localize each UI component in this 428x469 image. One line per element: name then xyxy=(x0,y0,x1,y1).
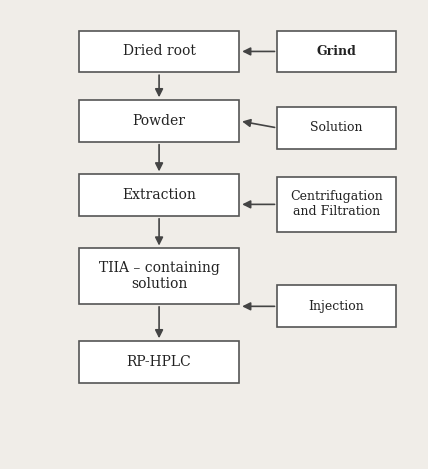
Text: Dried root: Dried root xyxy=(123,45,196,59)
Text: TIIA – containing
solution: TIIA – containing solution xyxy=(98,261,220,291)
FancyBboxPatch shape xyxy=(79,100,239,142)
FancyBboxPatch shape xyxy=(277,107,395,149)
FancyBboxPatch shape xyxy=(79,249,239,304)
Text: Powder: Powder xyxy=(133,114,186,128)
FancyBboxPatch shape xyxy=(277,176,395,232)
FancyBboxPatch shape xyxy=(277,286,395,327)
Text: Solution: Solution xyxy=(310,121,363,135)
FancyBboxPatch shape xyxy=(79,30,239,72)
FancyBboxPatch shape xyxy=(79,174,239,216)
FancyBboxPatch shape xyxy=(277,30,395,72)
Text: Grind: Grind xyxy=(317,45,357,58)
Text: Injection: Injection xyxy=(309,300,364,313)
Text: Centrifugation
and Filtration: Centrifugation and Filtration xyxy=(290,190,383,219)
FancyBboxPatch shape xyxy=(79,341,239,383)
Text: Extraction: Extraction xyxy=(122,188,196,202)
Text: RP-HPLC: RP-HPLC xyxy=(127,355,191,369)
